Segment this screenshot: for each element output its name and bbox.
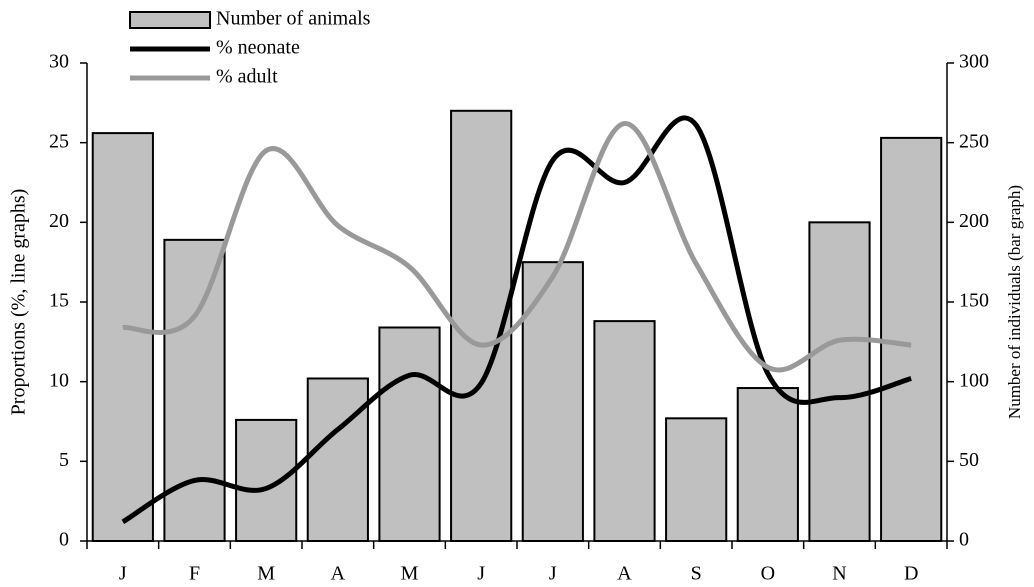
bar xyxy=(91,132,154,543)
bar xyxy=(235,418,298,543)
x-tick-label: F xyxy=(189,563,200,585)
x-tick-label: J xyxy=(119,563,127,585)
y-tick-label: 0 xyxy=(59,529,69,551)
x-tick-label: J xyxy=(549,563,557,585)
y-tick-label: 5 xyxy=(59,449,69,471)
y-tick-label: 20 xyxy=(49,210,69,232)
bar xyxy=(736,387,799,543)
bar xyxy=(665,417,728,542)
y2-tick-label: 0 xyxy=(959,529,969,551)
x-tick-label: O xyxy=(761,563,775,585)
y-tick-label: 25 xyxy=(49,130,69,152)
x-tick-label: S xyxy=(691,563,702,585)
x-tick-label: J xyxy=(477,563,485,585)
legend-label: % neonate xyxy=(216,37,300,59)
x-tick-label: D xyxy=(904,563,918,585)
bar xyxy=(808,221,871,542)
y2-tick-label: 200 xyxy=(959,210,989,232)
x-tick-label: N xyxy=(832,563,846,585)
y2-tick-label: 150 xyxy=(959,290,989,312)
legend-label: % adult xyxy=(216,66,278,88)
y2-tick-label: 300 xyxy=(959,51,989,73)
legend-swatch xyxy=(129,11,211,29)
bar xyxy=(378,326,441,543)
y-axis-title: Proportions (%, line graphs) xyxy=(8,189,30,416)
y-tick-label: 10 xyxy=(49,369,69,391)
bar xyxy=(306,377,369,543)
line xyxy=(121,115,912,525)
legend-label: Number of animals xyxy=(216,8,371,30)
y2-tick-label: 100 xyxy=(959,369,989,391)
x-tick-label: M xyxy=(257,563,275,585)
y-tick-label: 30 xyxy=(49,51,69,73)
x-tick-label: M xyxy=(401,563,419,585)
y2-axis-title: Number of individuals (bar graph) xyxy=(1005,185,1024,419)
y2-tick-label: 250 xyxy=(959,130,989,152)
y-tick-label: 15 xyxy=(49,290,69,312)
y2-tick-label: 50 xyxy=(959,449,979,471)
line xyxy=(122,121,912,373)
bar xyxy=(163,238,226,543)
x-tick-label: A xyxy=(617,563,632,585)
x-tick-label: A xyxy=(331,563,346,585)
bar xyxy=(593,320,656,542)
bar xyxy=(880,136,943,543)
